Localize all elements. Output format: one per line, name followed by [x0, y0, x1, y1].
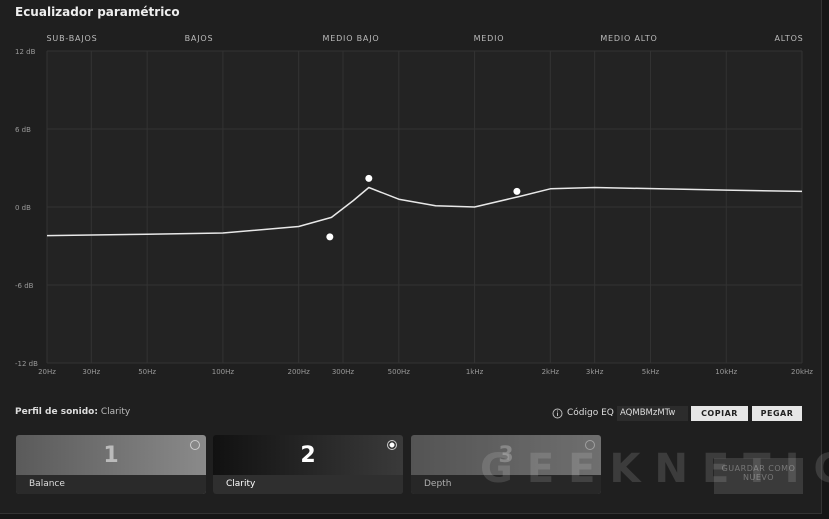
x-tick-label: 20Hz: [38, 368, 56, 376]
band-label: MEDIO BAJO: [323, 34, 380, 43]
preset-number: 1: [103, 443, 119, 468]
eq-curve: [46, 186, 803, 237]
profile: Perfil de sonido: Clarity: [15, 407, 130, 417]
x-tick-label: 1kHz: [466, 368, 484, 376]
x-tick-label: 500Hz: [388, 368, 411, 376]
eq-handle[interactable]: [326, 233, 334, 241]
preset-name: Depth: [411, 475, 601, 494]
band-label: ALTOS: [774, 34, 803, 43]
eq-code-field[interactable]: AQMBMzMTw: [617, 406, 688, 421]
preset-number: 3: [498, 443, 514, 468]
y-tick-label: 0 dB: [15, 204, 31, 212]
x-tick-label: 3kHz: [586, 368, 604, 376]
band-label: SUB-BAJOS: [47, 34, 98, 43]
eq-handle[interactable]: [365, 174, 373, 182]
profile-label: Perfil de sonido:: [15, 407, 98, 417]
x-tick-label: 100Hz: [212, 368, 235, 376]
radio[interactable]: [190, 440, 200, 450]
x-tick-label: 10kHz: [715, 368, 737, 376]
band-label: MEDIO: [474, 34, 505, 43]
title: Ecualizador paramétrico: [15, 5, 180, 19]
y-tick-label: 12 dB: [15, 48, 36, 56]
watermark: GEEKNETIC: [480, 446, 829, 492]
band-label: BAJOS: [185, 34, 214, 43]
radio[interactable]: [585, 440, 595, 450]
profile-name: Clarity: [100, 407, 131, 417]
x-tick-label: 300Hz: [332, 368, 355, 376]
preset-card[interactable]: 2 Clarity: [213, 435, 403, 494]
y-tick-label: -12 dB: [15, 360, 38, 368]
x-tick-label: 200Hz: [288, 368, 311, 376]
preset-card[interactable]: 1 Balance: [16, 435, 206, 494]
band-label: MEDIO ALTO: [600, 34, 657, 43]
preset-card[interactable]: 3 Depth: [411, 435, 601, 494]
copy-button[interactable]: COPIAR: [691, 406, 748, 421]
save-button[interactable]: GUARDAR COMO NUEVO: [714, 458, 803, 494]
preset-name: Clarity: [213, 475, 403, 494]
preset-name: Balance: [16, 475, 206, 494]
eq-chart: SUB-BAJOS BAJOS MEDIO BAJO MEDIO MEDIO ALTO A…: [15, 34, 813, 376]
preset-number: 2: [300, 443, 316, 468]
paste-button[interactable]: PEGAR: [752, 406, 802, 421]
x-tick-label: 5kHz: [642, 368, 660, 376]
x-tick-label: 50Hz: [138, 368, 156, 376]
info-icon[interactable]: [552, 408, 563, 419]
radio[interactable]: [387, 440, 397, 450]
x-tick-label: 2kHz: [542, 368, 560, 376]
x-tick-label: 30Hz: [82, 368, 100, 376]
y-tick-label: -6 dB: [15, 282, 34, 290]
y-tick-label: 6 dB: [15, 126, 31, 134]
eq-handle[interactable]: [513, 187, 521, 195]
x-tick-label: 20kHz: [791, 368, 813, 376]
eq-code-label: Código EQ: [567, 408, 614, 418]
